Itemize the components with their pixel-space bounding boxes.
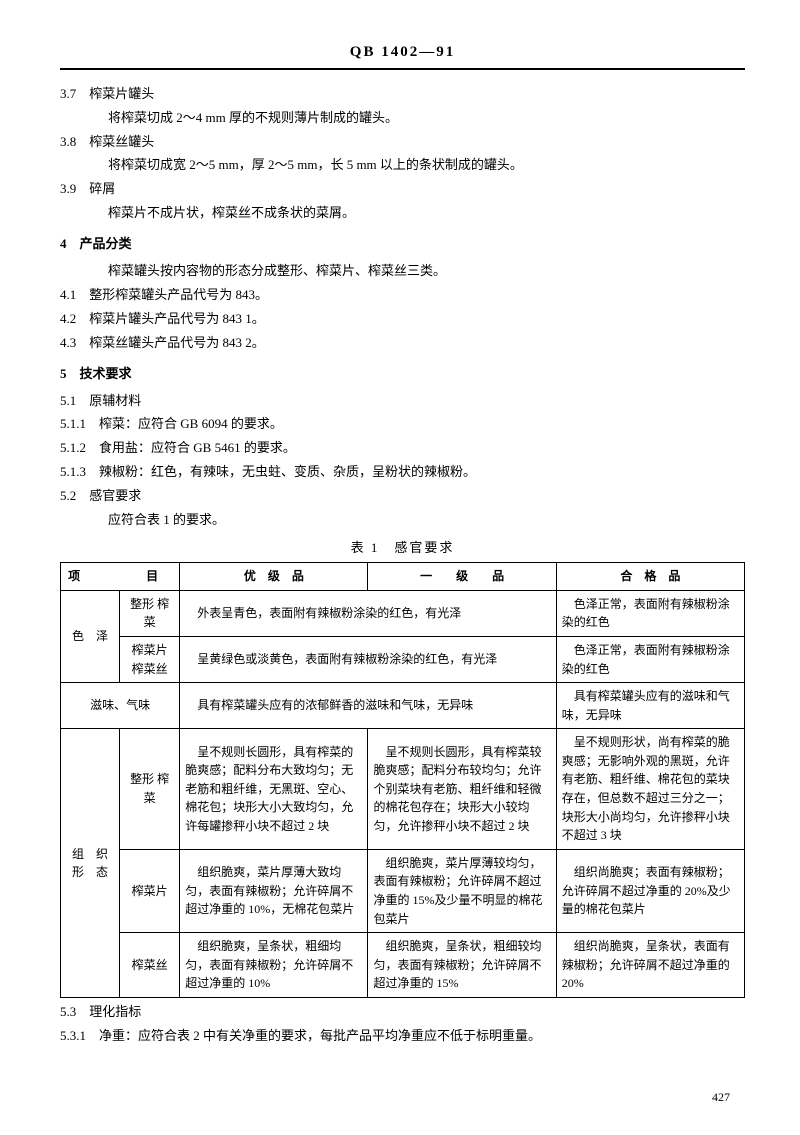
- sub-whole: 整形 榨菜: [120, 729, 180, 850]
- def-num: 3.9: [60, 179, 76, 200]
- sub-shred: 榨菜丝: [120, 933, 180, 998]
- cell: 色泽正常，表面附有辣椒粉涂染的红色: [556, 590, 744, 636]
- row-color: 色 泽: [61, 590, 120, 682]
- item-text: 榨菜片罐头产品代号为 843 1。: [89, 311, 265, 326]
- sensory-requirements-table: 项 目 优 级 品 一 级 品 合 格 品 色 泽 整形 榨菜 外表呈青色，表面…: [60, 562, 745, 998]
- section-3-definitions: 3.7 榨菜片罐头 将榨菜切成 2～4 mm 厚的不规则薄片制成的罐头。 3.8…: [60, 84, 745, 224]
- cell: 外表呈青色，表面附有辣椒粉涂染的红色，有光泽: [180, 590, 557, 636]
- item-text: 辣椒粉：红色，有辣味，无虫蛀、变质、杂质，呈粉状的辣椒粉。: [99, 464, 476, 479]
- cell: 具有榨菜罐头应有的浓郁鲜香的滋味和气味，无异味: [180, 683, 557, 729]
- item-text: 整形榨菜罐头产品代号为 843。: [89, 287, 268, 302]
- cell: 组织脆爽，菜片厚薄大致均匀，表面有辣椒粉；允许碎屑不超过净重的 10%，无棉花包…: [180, 849, 368, 932]
- section-4-intro: 榨菜罐头按内容物的形态分成整形、榨菜片、榨菜丝三类。: [60, 261, 745, 282]
- th-qualified: 合 格 品: [556, 563, 744, 591]
- sub-num: 5.2: [60, 488, 76, 503]
- sub-num: 5.1: [60, 393, 76, 408]
- sub-num: 5.3: [60, 1004, 76, 1019]
- document-code: QB 1402—91: [60, 40, 745, 68]
- row-form: 组 织 形 态: [61, 729, 120, 998]
- th-item: 项 目: [61, 563, 180, 591]
- row-taste: 滋味、气味: [61, 683, 180, 729]
- def-num: 3.8: [60, 132, 76, 153]
- def-title: 碎屑: [89, 181, 115, 196]
- cell: 具有榨菜罐头应有的滋味和气味，无异味: [556, 683, 744, 729]
- sub-title: 感官要求: [89, 488, 141, 503]
- def-body: 将榨菜切成 2～4 mm 厚的不规则薄片制成的罐头。: [60, 108, 745, 129]
- cell: 呈不规则长圆形，具有榨菜较脆爽感；配料分布较均匀；允许个别菜块有老筋、粗纤维和轻…: [368, 729, 556, 850]
- item-num: 5.3.1: [60, 1028, 86, 1043]
- cell: 组织脆爽，呈条状，粗细均匀，表面有辣椒粉；允许碎屑不超过净重的 10%: [180, 933, 368, 998]
- sub-whole: 整形 榨菜: [120, 590, 180, 636]
- cell: 呈不规则形状，尚有榨菜的脆爽感；无影响外观的黑斑，允许有老筋、粗纤维、棉花包的菜…: [556, 729, 744, 850]
- sub-body: 应符合表 1 的要求。: [60, 510, 745, 531]
- section-4-title: 4 产品分类: [60, 234, 745, 255]
- sub-slice-shred: 榨菜片榨菜丝: [120, 636, 180, 682]
- cell: 组织尚脆爽；表面有辣椒粉；允许碎屑不超过净重的 20%及少量的棉花包菜片: [556, 849, 744, 932]
- item-text: 净重：应符合表 2 中有关净重的要求，每批产品平均净重应不低于标明重量。: [99, 1028, 541, 1043]
- item-text: 榨菜丝罐头产品代号为 843 2。: [89, 335, 265, 350]
- sub-slice: 榨菜片: [120, 849, 180, 932]
- item-num: 4.2: [60, 311, 76, 326]
- table-caption: 表 1 感官要求: [60, 538, 745, 559]
- def-body: 榨菜片不成片状，榨菜丝不成条状的菜屑。: [60, 203, 745, 224]
- item-num: 5.1.2: [60, 440, 86, 455]
- item-num: 5.1.3: [60, 464, 86, 479]
- item-num: 4.3: [60, 335, 76, 350]
- cell: 组织尚脆爽，呈条状，表面有辣椒粉；允许碎屑不超过净重的 20%: [556, 933, 744, 998]
- def-title: 榨菜片罐头: [89, 86, 154, 101]
- th-first: 一 级 品: [368, 563, 556, 591]
- item-text: 榨菜：应符合 GB 6094 的要求。: [99, 416, 283, 431]
- item-text: 食用盐：应符合 GB 5461 的要求。: [99, 440, 296, 455]
- cell: 色泽正常，表面附有辣椒粉涂染的红色: [556, 636, 744, 682]
- cell: 呈黄绿色或淡黄色，表面附有辣椒粉涂染的红色，有光泽: [180, 636, 557, 682]
- cell: 组织脆爽，呈条状，粗细较均匀，表面有辣椒粉；允许碎屑不超过净重的 15%: [368, 933, 556, 998]
- section-5-title: 5 技术要求: [60, 364, 745, 385]
- def-body: 将榨菜切成宽 2～5 mm，厚 2～5 mm，长 5 mm 以上的条状制成的罐头…: [60, 155, 745, 176]
- sub-title: 理化指标: [89, 1004, 141, 1019]
- cell: 组织脆爽，菜片厚薄较均匀，表面有辣椒粉；允许碎屑不超过净重的 15%及少量不明显…: [368, 849, 556, 932]
- item-num: 5.1.1: [60, 416, 86, 431]
- header-rule: [60, 68, 745, 70]
- sub-title: 原辅材料: [89, 393, 141, 408]
- item-num: 4.1: [60, 287, 76, 302]
- cell: 呈不规则长圆形，具有榨菜的脆爽感；配料分布大致均匀；无老筋和粗纤维，无黑斑、空心…: [180, 729, 368, 850]
- def-num: 3.7: [60, 84, 76, 105]
- th-premium: 优 级 品: [180, 563, 368, 591]
- page-number: 427: [712, 1088, 730, 1107]
- def-title: 榨菜丝罐头: [89, 134, 154, 149]
